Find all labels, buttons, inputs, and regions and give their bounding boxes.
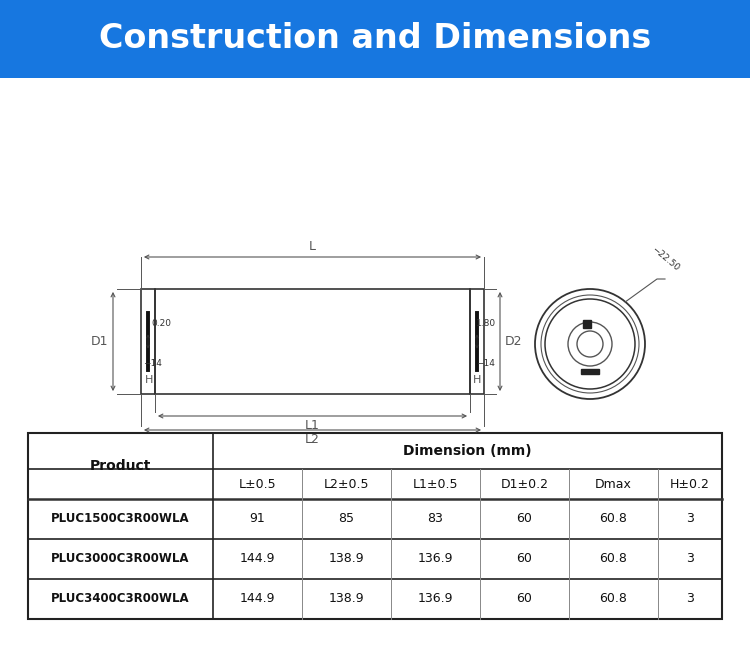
Text: 144.9: 144.9	[240, 593, 275, 606]
Text: PLUC3000C3R00WLA: PLUC3000C3R00WLA	[51, 552, 190, 565]
Text: −22.50: −22.50	[650, 245, 681, 273]
Text: L1±0.5: L1±0.5	[413, 478, 458, 491]
Text: L1: L1	[305, 419, 320, 432]
Bar	[155, 289, 470, 394]
Bar	[141, 289, 155, 394]
Text: D1±0.2: D1±0.2	[500, 478, 548, 491]
Text: −14: −14	[143, 360, 162, 369]
Text: L2±0.5: L2±0.5	[324, 478, 369, 491]
Text: 136.9: 136.9	[418, 552, 453, 565]
Text: Construction and Dimensions: Construction and Dimensions	[99, 23, 651, 56]
Text: 3: 3	[686, 552, 694, 565]
Bar	[470, 289, 484, 394]
Text: Product: Product	[90, 459, 152, 473]
Text: H: H	[473, 375, 482, 385]
Text: D1: D1	[91, 335, 108, 348]
Text: 3: 3	[686, 593, 694, 606]
Text: 136.9: 136.9	[418, 593, 453, 606]
Text: 60: 60	[517, 513, 532, 526]
Text: 0.20: 0.20	[151, 319, 171, 328]
Text: 138.9: 138.9	[328, 552, 364, 565]
Text: PLUC1500C3R00WLA: PLUC1500C3R00WLA	[51, 513, 190, 526]
Text: 1.80: 1.80	[476, 319, 496, 328]
Bar	[583, 320, 591, 328]
Text: L: L	[309, 240, 316, 253]
Text: 83: 83	[427, 513, 443, 526]
Text: 60: 60	[517, 593, 532, 606]
Bar	[28, 433, 722, 619]
Text: 60.8: 60.8	[599, 552, 628, 565]
Bar	[581, 369, 599, 374]
Text: Dmax: Dmax	[595, 478, 632, 491]
Text: H: H	[145, 375, 153, 385]
Bar	[0, 0, 750, 78]
Text: Dimension (mm): Dimension (mm)	[404, 444, 532, 458]
Text: PLUC3400C3R00WLA: PLUC3400C3R00WLA	[51, 593, 190, 606]
Text: 85: 85	[338, 513, 355, 526]
Text: 60.8: 60.8	[599, 513, 628, 526]
Text: −14: −14	[476, 360, 495, 369]
Text: L±0.5: L±0.5	[238, 478, 276, 491]
Text: 138.9: 138.9	[328, 593, 364, 606]
Text: 3: 3	[686, 513, 694, 526]
Text: 60: 60	[517, 552, 532, 565]
Text: L2: L2	[305, 433, 320, 446]
Text: 60.8: 60.8	[599, 593, 628, 606]
Text: H±0.2: H±0.2	[670, 478, 710, 491]
Text: 144.9: 144.9	[240, 552, 275, 565]
Text: D2: D2	[505, 335, 523, 348]
Text: 91: 91	[250, 513, 266, 526]
